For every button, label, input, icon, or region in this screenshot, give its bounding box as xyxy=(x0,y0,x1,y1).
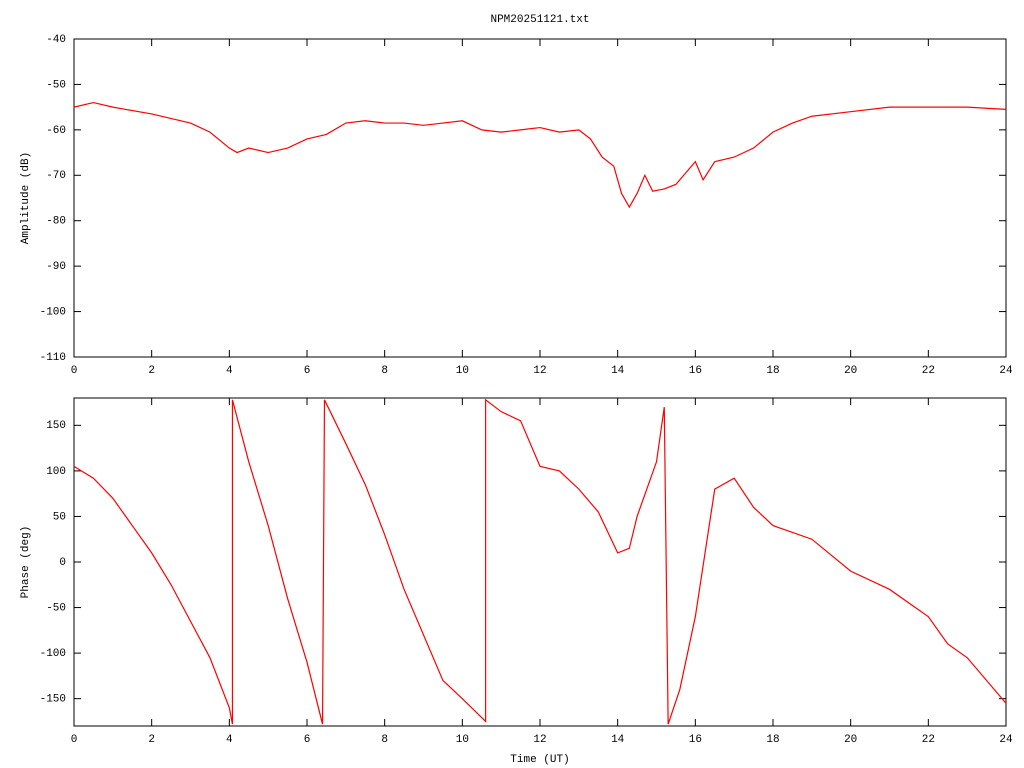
y-tick-label: -90 xyxy=(46,261,66,273)
x-tick-label: 10 xyxy=(456,734,469,746)
x-tick-label: 6 xyxy=(304,365,311,377)
plot-frame xyxy=(73,397,1007,727)
x-tick-label: 14 xyxy=(611,734,625,746)
y-tick-label: -150 xyxy=(40,694,66,706)
plot-frame xyxy=(73,38,1007,358)
y-tick-label: -50 xyxy=(46,79,66,91)
x-tick-label: 0 xyxy=(71,734,78,746)
y-tick-label: -50 xyxy=(46,602,66,614)
y-tick-label: -100 xyxy=(40,306,66,318)
x-tick-label: 20 xyxy=(844,734,857,746)
data-line xyxy=(73,398,1007,725)
y-axis-label: Phase (deg) xyxy=(20,526,32,599)
x-tick-label: 4 xyxy=(226,365,233,377)
x-tick-label: 2 xyxy=(148,734,155,746)
y-tick-label: -60 xyxy=(46,125,66,137)
x-tick-label: 10 xyxy=(456,365,469,377)
y-tick-label: -70 xyxy=(46,170,66,182)
x-tick-label: 14 xyxy=(611,365,625,377)
x-axis-label: Time (UT) xyxy=(510,754,569,766)
x-tick-label: 22 xyxy=(922,734,935,746)
y-tick-label: 0 xyxy=(59,557,66,569)
x-tick-label: 4 xyxy=(226,734,233,746)
x-tick-label: 24 xyxy=(999,365,1013,377)
x-tick-label: 12 xyxy=(533,734,546,746)
x-tick-label: 16 xyxy=(689,365,702,377)
y-tick-label: 150 xyxy=(46,420,66,432)
x-tick-label: 8 xyxy=(381,734,388,746)
data-line xyxy=(73,101,1007,209)
x-tick-label: 18 xyxy=(766,365,779,377)
y-tick-label: -40 xyxy=(46,34,66,46)
x-tick-label: 12 xyxy=(533,365,546,377)
chart-title: NPM20251121.txt xyxy=(490,14,589,26)
y-tick-label: 100 xyxy=(46,466,66,478)
x-tick-label: 24 xyxy=(999,734,1013,746)
y-axis-label: Amplitude (dB) xyxy=(20,152,32,244)
x-tick-label: 16 xyxy=(689,734,702,746)
x-tick-label: 18 xyxy=(766,734,779,746)
x-tick-label: 22 xyxy=(922,365,935,377)
y-tick-label: -80 xyxy=(46,216,66,228)
y-tick-label: -100 xyxy=(40,648,66,660)
y-tick-label: -110 xyxy=(40,352,66,364)
y-tick-label: 50 xyxy=(53,511,66,523)
x-tick-label: 20 xyxy=(844,365,857,377)
x-tick-label: 0 xyxy=(71,365,78,377)
x-tick-label: 8 xyxy=(381,365,388,377)
x-tick-label: 2 xyxy=(148,365,155,377)
x-tick-label: 6 xyxy=(304,734,311,746)
